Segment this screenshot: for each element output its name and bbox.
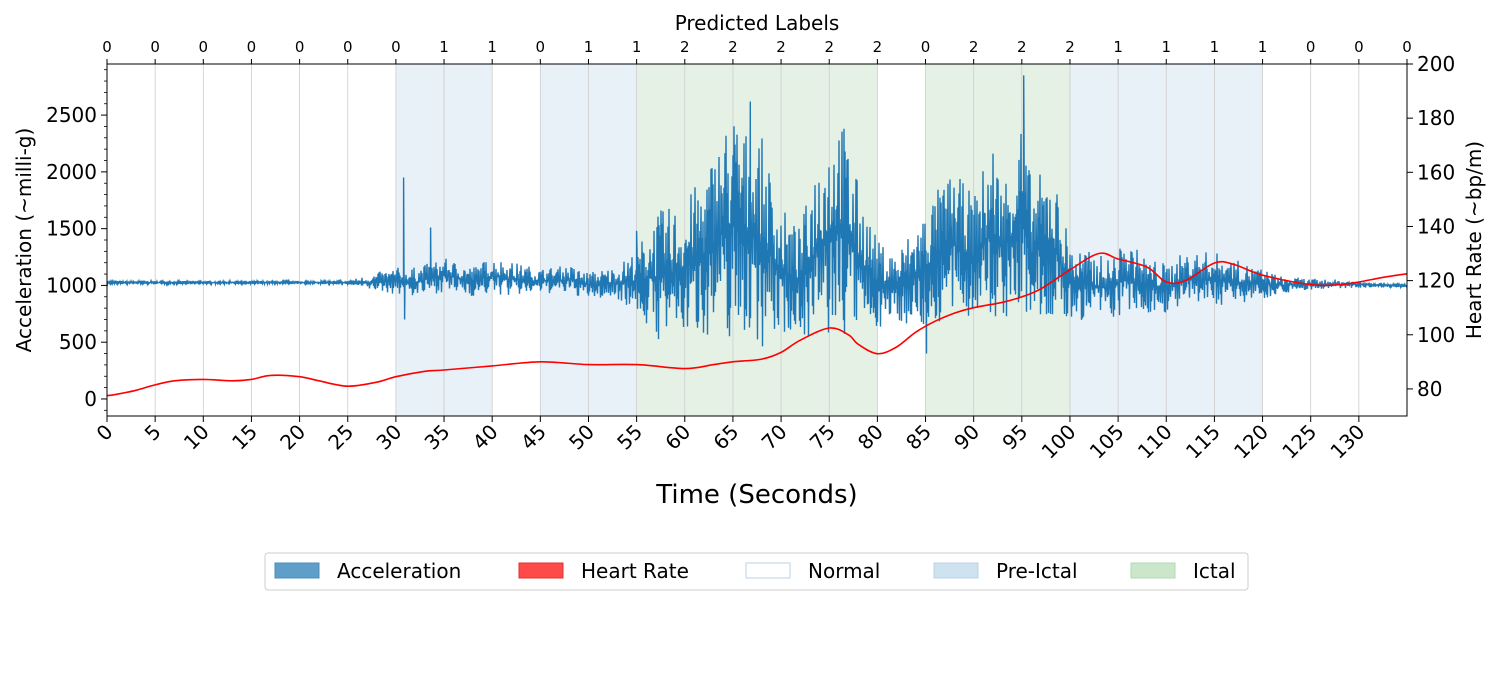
x-tick-label: 65 [708,420,743,455]
predicted-label: 1 [487,38,497,56]
legend-swatch-ictal [1130,562,1176,579]
x-tick-label: 130 [1325,420,1369,464]
predicted-label: 2 [873,38,883,56]
y-right-tick-label: 200 [1417,52,1455,76]
predicted-label: 1 [1113,38,1123,56]
predicted-label: 1 [439,38,449,56]
x-gridlines [154,64,1360,416]
x-tick-label: 125 [1277,420,1321,464]
predicted-label: 2 [824,38,834,56]
acceleration-line [106,75,1408,354]
acceleration-series [106,75,1408,354]
predicted-label: 2 [1017,38,1027,56]
predicted-label: 1 [584,38,594,56]
x-tick-label: 90 [949,420,984,455]
predicted-label: 2 [680,38,690,56]
x-tick-label: 105 [1085,420,1129,464]
y-left-tick-label: 1000 [46,273,97,297]
legend: Acceleration Heart Rate Normal Pre-Ictal Ict… [264,552,1249,591]
x-tick-label: 25 [323,420,358,455]
x-tick-label: 100 [1037,420,1081,464]
right-y-axis-title: Heart Rate (~bp/m) [1462,141,1486,339]
predicted-label: 0 [150,38,160,56]
legend-swatch-heart-rate [518,562,564,579]
x-tick-label: 0 [92,420,118,446]
predicted-label: 1 [632,38,642,56]
x-tick-label: 30 [371,420,406,455]
predicted-label: 0 [102,38,112,56]
legend-label: Acceleration [337,559,461,583]
legend-label: Normal [808,559,880,583]
heart-rate-line [106,252,1408,397]
x-tick-label: 70 [757,420,792,455]
legend-swatch-pre-ictal [933,562,979,579]
predicted-label: 0 [199,38,209,56]
left-y-axis-title: Acceleration (~milli-g) [12,128,36,353]
x-tick-label: 110 [1133,420,1177,464]
legend-label: Ictal [1193,559,1236,583]
x-tick-label: 15 [227,420,262,455]
y-right-tick-label: 80 [1417,377,1442,401]
y-right-tick-label: 180 [1417,106,1455,130]
legend-swatch-normal [745,562,791,579]
y-right-tick-label: 160 [1417,160,1455,184]
predicted-label: 0 [247,38,257,56]
predicted-label: 1 [1161,38,1171,56]
predicted-label: 2 [728,38,738,56]
predicted-label: 0 [343,38,353,56]
y-left-tick-label: 500 [59,330,97,354]
legend-swatch-acceleration [274,562,320,579]
left-y-axis: 0 500 1000 1500 2000 2500 [46,69,107,411]
x-tick-label: 10 [179,420,214,455]
legend-label: Heart Rate [581,559,689,583]
predicted-label: 0 [1306,38,1316,56]
x-tick-label: 50 [564,420,599,455]
legend-label: Pre-Ictal [996,559,1078,583]
predicted-label: 0 [1354,38,1364,56]
top-axis-title: Predicted Labels [675,11,840,35]
x-tick-label: 75 [805,420,840,455]
y-right-tick-label: 140 [1417,214,1455,238]
predicted-label: 0 [391,38,401,56]
y-right-tick-label: 100 [1417,323,1455,347]
x-tick-label: 95 [997,420,1032,455]
y-left-tick-label: 1500 [46,217,97,241]
predicted-label: 1 [1210,38,1220,56]
predicted-label: 0 [1402,38,1412,56]
predicted-label: 2 [776,38,786,56]
x-tick-label: 120 [1229,420,1273,464]
predicted-label: 1 [1258,38,1268,56]
predicted-label: 0 [536,38,546,56]
x-tick-label: 45 [516,420,551,455]
y-right-tick-label: 120 [1417,269,1455,293]
predicted-label: 0 [921,38,931,56]
predicted-label: 2 [1065,38,1075,56]
predicted-label: 2 [969,38,979,56]
predicted-label: 0 [295,38,305,56]
x-tick-label: 80 [853,420,888,455]
predicted-labels-axis: 0 0 0 0 0 0 0 1 1 0 1 1 2 2 2 2 2 0 2 2 2 1 1 1 1 0 0 0 [102,38,1412,64]
x-tick-label: 85 [901,420,936,455]
right-y-axis: 80 100 120 140 160 180 200 [1407,52,1455,401]
y-left-tick-label: 0 [84,387,97,411]
y-left-tick-label: 2500 [46,103,97,127]
x-tick-label: 20 [275,420,310,455]
x-tick-label: 5 [140,420,166,446]
y-left-tick-label: 2000 [46,160,97,184]
x-axis-title: Time (Seconds) [655,480,857,510]
x-tick-label: 115 [1181,420,1225,464]
x-tick-label: 40 [468,420,503,455]
x-tick-label: 55 [612,420,647,455]
x-axis: 0 5 10 15 20 25 30 35 40 45 50 55 60 65 70 75 80 85 90 95 10… [92,416,1369,464]
x-tick-label: 60 [660,420,695,455]
x-tick-label: 35 [420,420,455,455]
